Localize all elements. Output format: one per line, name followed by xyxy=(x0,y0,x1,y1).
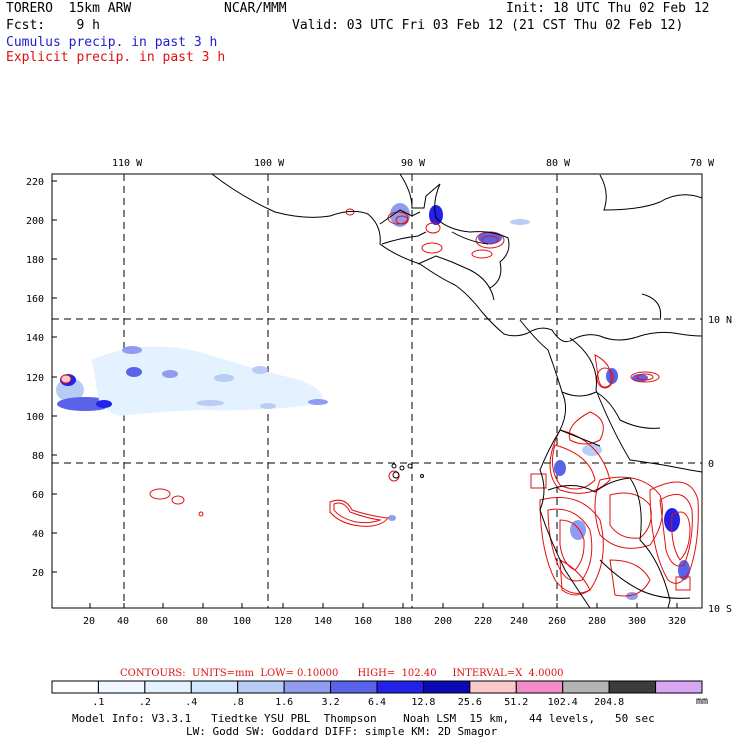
organization: NCAR/MMM xyxy=(224,1,287,16)
y-tick-80: 80 xyxy=(32,451,44,462)
y-tick-100: 100 xyxy=(26,412,44,423)
lat-label-10s: 10 S xyxy=(708,604,732,615)
y-tick-160: 160 xyxy=(26,294,44,305)
lat-label-10n: 10 N xyxy=(708,315,732,326)
model-info-line2: LW: Godd SW: Goddard DIFF: simple KM: 2D… xyxy=(186,725,498,738)
y-tick-140: 140 xyxy=(26,333,44,344)
coastlines xyxy=(211,173,703,609)
y-tick-120: 120 xyxy=(26,373,44,384)
init-time: Init: 18 UTC Thu 02 Feb 12 xyxy=(506,1,710,16)
x-tick-40: 40 xyxy=(117,616,129,627)
explicit-precip-contours xyxy=(149,208,699,597)
forecast-hour: Fcst: 9 h xyxy=(6,18,100,33)
explicit-precip-label: Explicit precip. in past 3 h xyxy=(6,50,226,65)
legend-swatch xyxy=(562,680,610,694)
legend-unit: mm xyxy=(696,696,708,707)
lon-label-90w: 90 W xyxy=(401,158,426,169)
y-axis: 220 200 180 160 140 120 100 80 60 40 20 xyxy=(26,177,57,579)
valid-time: Valid: 03 UTC Fri 03 Feb 12 (21 CST Thu … xyxy=(292,18,684,33)
legend-label: 102.4 xyxy=(548,697,578,708)
model-info: Model Info: V3.3.1 Tiedtke YSU PBL Thomp… xyxy=(72,712,655,738)
legend-swatch xyxy=(469,680,517,694)
legend-label: .1 xyxy=(92,697,104,708)
x-tick-160: 160 xyxy=(354,616,372,627)
legend-swatch xyxy=(144,680,192,694)
legend-label: .8 xyxy=(232,697,244,708)
x-tick-140: 140 xyxy=(314,616,332,627)
legend-swatch xyxy=(330,680,378,694)
legend-swatch xyxy=(608,680,657,694)
legend-swatch xyxy=(51,680,99,694)
legend-swatch xyxy=(190,680,239,694)
x-tick-280: 280 xyxy=(588,616,606,627)
model-name: TORERO 15km ARW xyxy=(6,1,132,16)
legend-label: 3.2 xyxy=(322,697,340,708)
lon-label-70w: 70 W xyxy=(690,158,715,169)
legend-label: 204.8 xyxy=(594,697,624,708)
legend-swatch xyxy=(515,680,564,694)
y-tick-220: 220 xyxy=(26,177,44,188)
legend-label: .2 xyxy=(139,697,151,708)
lon-label-100w: 100 W xyxy=(254,158,285,169)
x-tick-220: 220 xyxy=(474,616,492,627)
legend-label: 6.4 xyxy=(368,697,386,708)
y-tick-60: 60 xyxy=(32,490,44,501)
x-tick-200: 200 xyxy=(434,616,452,627)
x-tick-60: 60 xyxy=(156,616,168,627)
x-tick-80: 80 xyxy=(196,616,208,627)
legend-swatch xyxy=(655,680,703,694)
legend-label: .4 xyxy=(185,697,197,708)
legend-label: 12.8 xyxy=(411,697,435,708)
legend-label: 51.2 xyxy=(504,697,528,708)
contours-info: CONTOURS: UNITS=mm LOW= 0.10000 HIGH= 10… xyxy=(120,668,564,679)
lat-label-0: 0 xyxy=(708,459,714,470)
color-legend-bar: .1 .2 .4 .8 1.6 3.2 6.4 12.8 25.6 51.2 102.4 204.8 xyxy=(51,680,703,708)
x-tick-120: 120 xyxy=(274,616,292,627)
cumulus-precip-label: Cumulus precip. in past 3 h xyxy=(6,35,218,50)
top-longitude-labels: 110 W 100 W 90 W 80 W 70 W xyxy=(112,158,715,169)
legend-swatch xyxy=(97,680,146,694)
y-tick-200: 200 xyxy=(26,216,44,227)
x-tick-260: 260 xyxy=(548,616,566,627)
x-tick-240: 240 xyxy=(510,616,528,627)
legend-swatch xyxy=(237,680,285,694)
legend-swatch xyxy=(376,680,424,694)
legend-swatch xyxy=(422,680,471,694)
lon-label-110w: 110 W xyxy=(112,158,143,169)
y-tick-20: 20 xyxy=(32,568,44,579)
x-tick-300: 300 xyxy=(628,616,646,627)
lon-label-80w: 80 W xyxy=(546,158,571,169)
legend-label: 25.6 xyxy=(458,697,482,708)
x-tick-100: 100 xyxy=(233,616,251,627)
right-latitude-labels: 10 N 0 10 S xyxy=(708,315,732,615)
y-tick-40: 40 xyxy=(32,529,44,540)
x-tick-320: 320 xyxy=(668,616,686,627)
x-tick-20: 20 xyxy=(83,616,95,627)
x-tick-180: 180 xyxy=(394,616,412,627)
legend-label: 1.6 xyxy=(275,697,293,708)
y-tick-180: 180 xyxy=(26,255,44,266)
legend-swatch xyxy=(283,680,332,694)
model-info-line1: Model Info: V3.3.1 Tiedtke YSU PBL Thomp… xyxy=(72,712,655,725)
x-axis: 20 40 60 80 100 120 140 160 180 200 220 … xyxy=(83,603,686,627)
